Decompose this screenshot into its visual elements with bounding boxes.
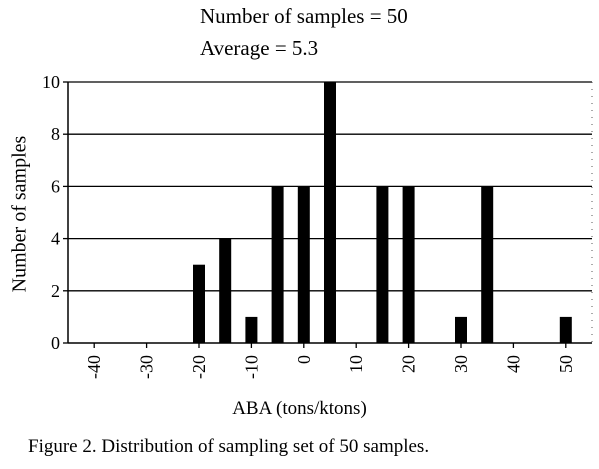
y-tick-labels: 0 2 4 6 8 10 xyxy=(42,72,60,353)
x-tick-label-10: 10 xyxy=(346,355,366,373)
x-tick-label--20: -20 xyxy=(189,355,209,379)
y-tick-label-4: 4 xyxy=(51,229,60,249)
y-tick-label-0: 0 xyxy=(51,333,60,353)
bar-20 xyxy=(402,186,415,343)
bar-0 xyxy=(297,186,310,343)
average-annotation: Average = 5.3 xyxy=(200,36,319,60)
y-axis-label: Number of samples xyxy=(8,135,31,293)
axes xyxy=(63,81,593,348)
y-tick-label-6: 6 xyxy=(51,176,60,196)
bar-5 xyxy=(324,82,336,343)
y-tick-label-2: 2 xyxy=(51,281,60,301)
bar--15 xyxy=(219,238,232,343)
x-tick-label--10: -10 xyxy=(241,355,261,379)
bar-15 xyxy=(376,186,389,343)
y-tick-label-8: 8 xyxy=(51,124,60,144)
x-tick-label--40: -40 xyxy=(84,355,104,379)
y-tick-label-10: 10 xyxy=(42,72,60,92)
bar-50 xyxy=(559,316,572,343)
figure-caption: Figure 2. Distribution of sampling set o… xyxy=(28,436,430,457)
x-tick-label-50: 50 xyxy=(556,355,576,373)
bar--5 xyxy=(271,186,284,343)
x-tick-label-0: 0 xyxy=(294,355,314,364)
bar-30 xyxy=(455,316,467,343)
bars xyxy=(193,82,572,343)
bar--20 xyxy=(193,264,205,343)
bar--10 xyxy=(245,316,258,343)
x-tick-label-40: 40 xyxy=(503,355,523,373)
x-tick-label-20: 20 xyxy=(399,355,419,373)
sample-count-annotation: Number of samples = 50 xyxy=(200,4,408,28)
x-tick-label-30: 30 xyxy=(451,355,471,373)
x-tick-labels: -40 -30 -20 -10 0 10 20 30 40 50 xyxy=(84,355,576,379)
bar-35 xyxy=(481,186,494,343)
x-tick-label--30: -30 xyxy=(137,355,157,379)
x-axis-label: ABA (tons/ktons) xyxy=(232,398,367,419)
